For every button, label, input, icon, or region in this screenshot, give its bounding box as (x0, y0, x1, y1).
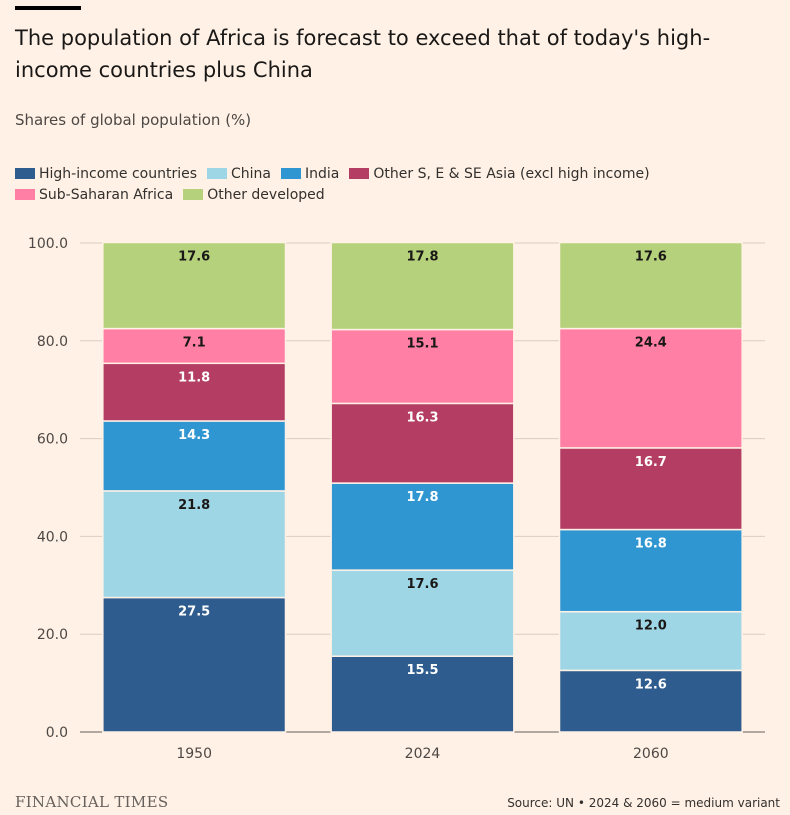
data-label: 17.6 (406, 577, 438, 592)
bar-segment (558, 241, 743, 330)
legend-label: China (231, 166, 272, 182)
legend-swatch (183, 189, 204, 200)
data-label: 16.7 (635, 455, 667, 470)
data-label: 14.3 (178, 428, 210, 443)
legend-swatch (207, 168, 228, 179)
bar-segment (558, 610, 743, 672)
chart-subtitle: Shares of global population (%) (15, 111, 252, 129)
data-label: 15.5 (406, 663, 438, 678)
data-label: 15.1 (406, 337, 438, 352)
data-label: 12.6 (635, 677, 667, 692)
data-label: 17.6 (635, 250, 667, 265)
legend-label: Sub-Saharan Africa (39, 187, 174, 203)
bar-segment (330, 482, 515, 571)
x-tick-label: 1950 (176, 746, 212, 762)
legend-swatch (349, 168, 370, 179)
stacked-bar-chart: 0.0 20.0 40.0 60.0 80.0 100.0 27.5 21.8 14.3 11.8… (28, 236, 765, 762)
y-tick-label: 80.0 (37, 334, 68, 350)
brand-logo-text: FINANCIAL TIMES (15, 793, 169, 811)
data-label: 17.6 (178, 250, 210, 265)
data-label: 17.8 (406, 250, 438, 265)
data-label: 11.8 (178, 370, 210, 385)
data-label: 12.0 (635, 619, 667, 634)
y-tick-label: 60.0 (37, 432, 68, 448)
legend-item: India (281, 164, 339, 185)
bar-segment (102, 327, 287, 365)
legend-item: China (207, 164, 271, 185)
bar-segment (330, 569, 515, 657)
legend-item: High-income countries (15, 164, 197, 185)
legend-label: Other developed (207, 187, 325, 203)
bar-segment (102, 420, 287, 492)
legend-item: Other developed (183, 185, 325, 206)
data-label: 7.1 (183, 336, 206, 351)
bar-segment (558, 669, 743, 733)
data-label: 16.8 (635, 537, 667, 552)
y-tick-label: 40.0 (37, 529, 68, 545)
bar-segment (102, 241, 287, 330)
bar-segment (102, 596, 287, 733)
bar-segment (330, 241, 515, 331)
legend-item: Other S, E & SE Asia (excl high income) (349, 164, 650, 185)
legend-swatch (15, 168, 35, 179)
x-tick-label: 2060 (633, 746, 669, 762)
legend-label: Other S, E & SE Asia (excl high income) (373, 166, 650, 182)
y-tick-label: 20.0 (37, 627, 68, 643)
legend-swatch (15, 189, 35, 200)
legend-label: India (305, 166, 340, 182)
data-label: 27.5 (178, 605, 210, 620)
bar-segment (558, 327, 743, 449)
chart-legend: High-income countries China India Other S, … (15, 164, 775, 206)
y-tick-label: 100.0 (28, 236, 68, 252)
source-note: Source: UN • 2024 & 2060 = medium varian… (507, 796, 780, 810)
data-label: 16.3 (406, 410, 438, 425)
bar-segment (558, 528, 743, 613)
legend-swatch (281, 168, 302, 179)
bar-segment (330, 328, 515, 405)
bar-segment (102, 490, 287, 599)
bar-segment (558, 447, 743, 531)
top-accent-bar (15, 6, 81, 10)
x-tick-label: 2024 (405, 746, 441, 762)
chart-title: The population of Africa is forecast to … (15, 26, 711, 82)
y-tick-label: 0.0 (46, 725, 68, 741)
legend-item: Sub-Saharan Africa (15, 185, 173, 206)
data-label: 17.8 (406, 490, 438, 505)
data-label: 21.8 (178, 498, 210, 513)
data-label: 24.4 (635, 336, 667, 351)
legend-label: High-income countries (39, 166, 198, 182)
bar-segment (330, 655, 515, 733)
bar-segment (330, 402, 515, 484)
